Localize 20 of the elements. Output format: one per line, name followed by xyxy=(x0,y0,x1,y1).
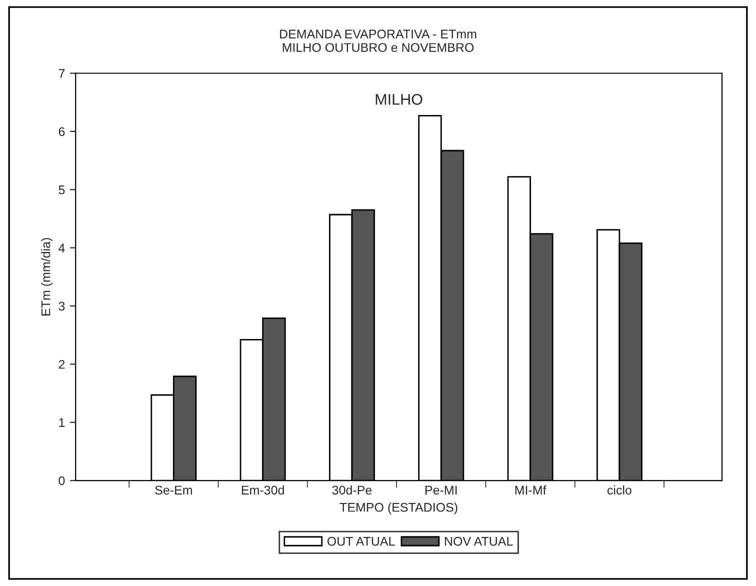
y-tick-label: 7 xyxy=(58,69,65,78)
y-tick-label: 6 xyxy=(58,127,65,136)
x-axis-title: TEMPO (ESTADIOS) xyxy=(340,502,458,514)
y-tick-label: 4 xyxy=(58,244,65,252)
x-tick-label: MI-Mf xyxy=(515,485,546,494)
x-tick-label: Em-30d xyxy=(242,485,284,495)
chart-title: DEMANDA EVAPORATIVA - ETmm MILHO OUTUBRO e NOVEMBRO xyxy=(280,30,476,52)
y-tick-label: 5 xyxy=(58,186,65,194)
legend-label: OUT ATUAL xyxy=(327,536,395,546)
y-tick-label: 0 xyxy=(58,476,65,486)
x-tick-label: Se-Em xyxy=(155,486,192,495)
y-tick-label: 3 xyxy=(58,302,65,311)
annotation: MILHO xyxy=(376,94,422,105)
y-axis-title: ETm (mm/dia) xyxy=(41,238,53,316)
x-tick-label: 30d-Pe xyxy=(332,485,372,495)
y-tick-label: 2 xyxy=(58,360,65,369)
x-tick-label: ciclo xyxy=(607,485,632,495)
legend-label: NOV ATUAL xyxy=(444,536,513,546)
x-tick-label: Pe-MI xyxy=(425,486,457,495)
y-tick-label: 1 xyxy=(59,418,65,427)
